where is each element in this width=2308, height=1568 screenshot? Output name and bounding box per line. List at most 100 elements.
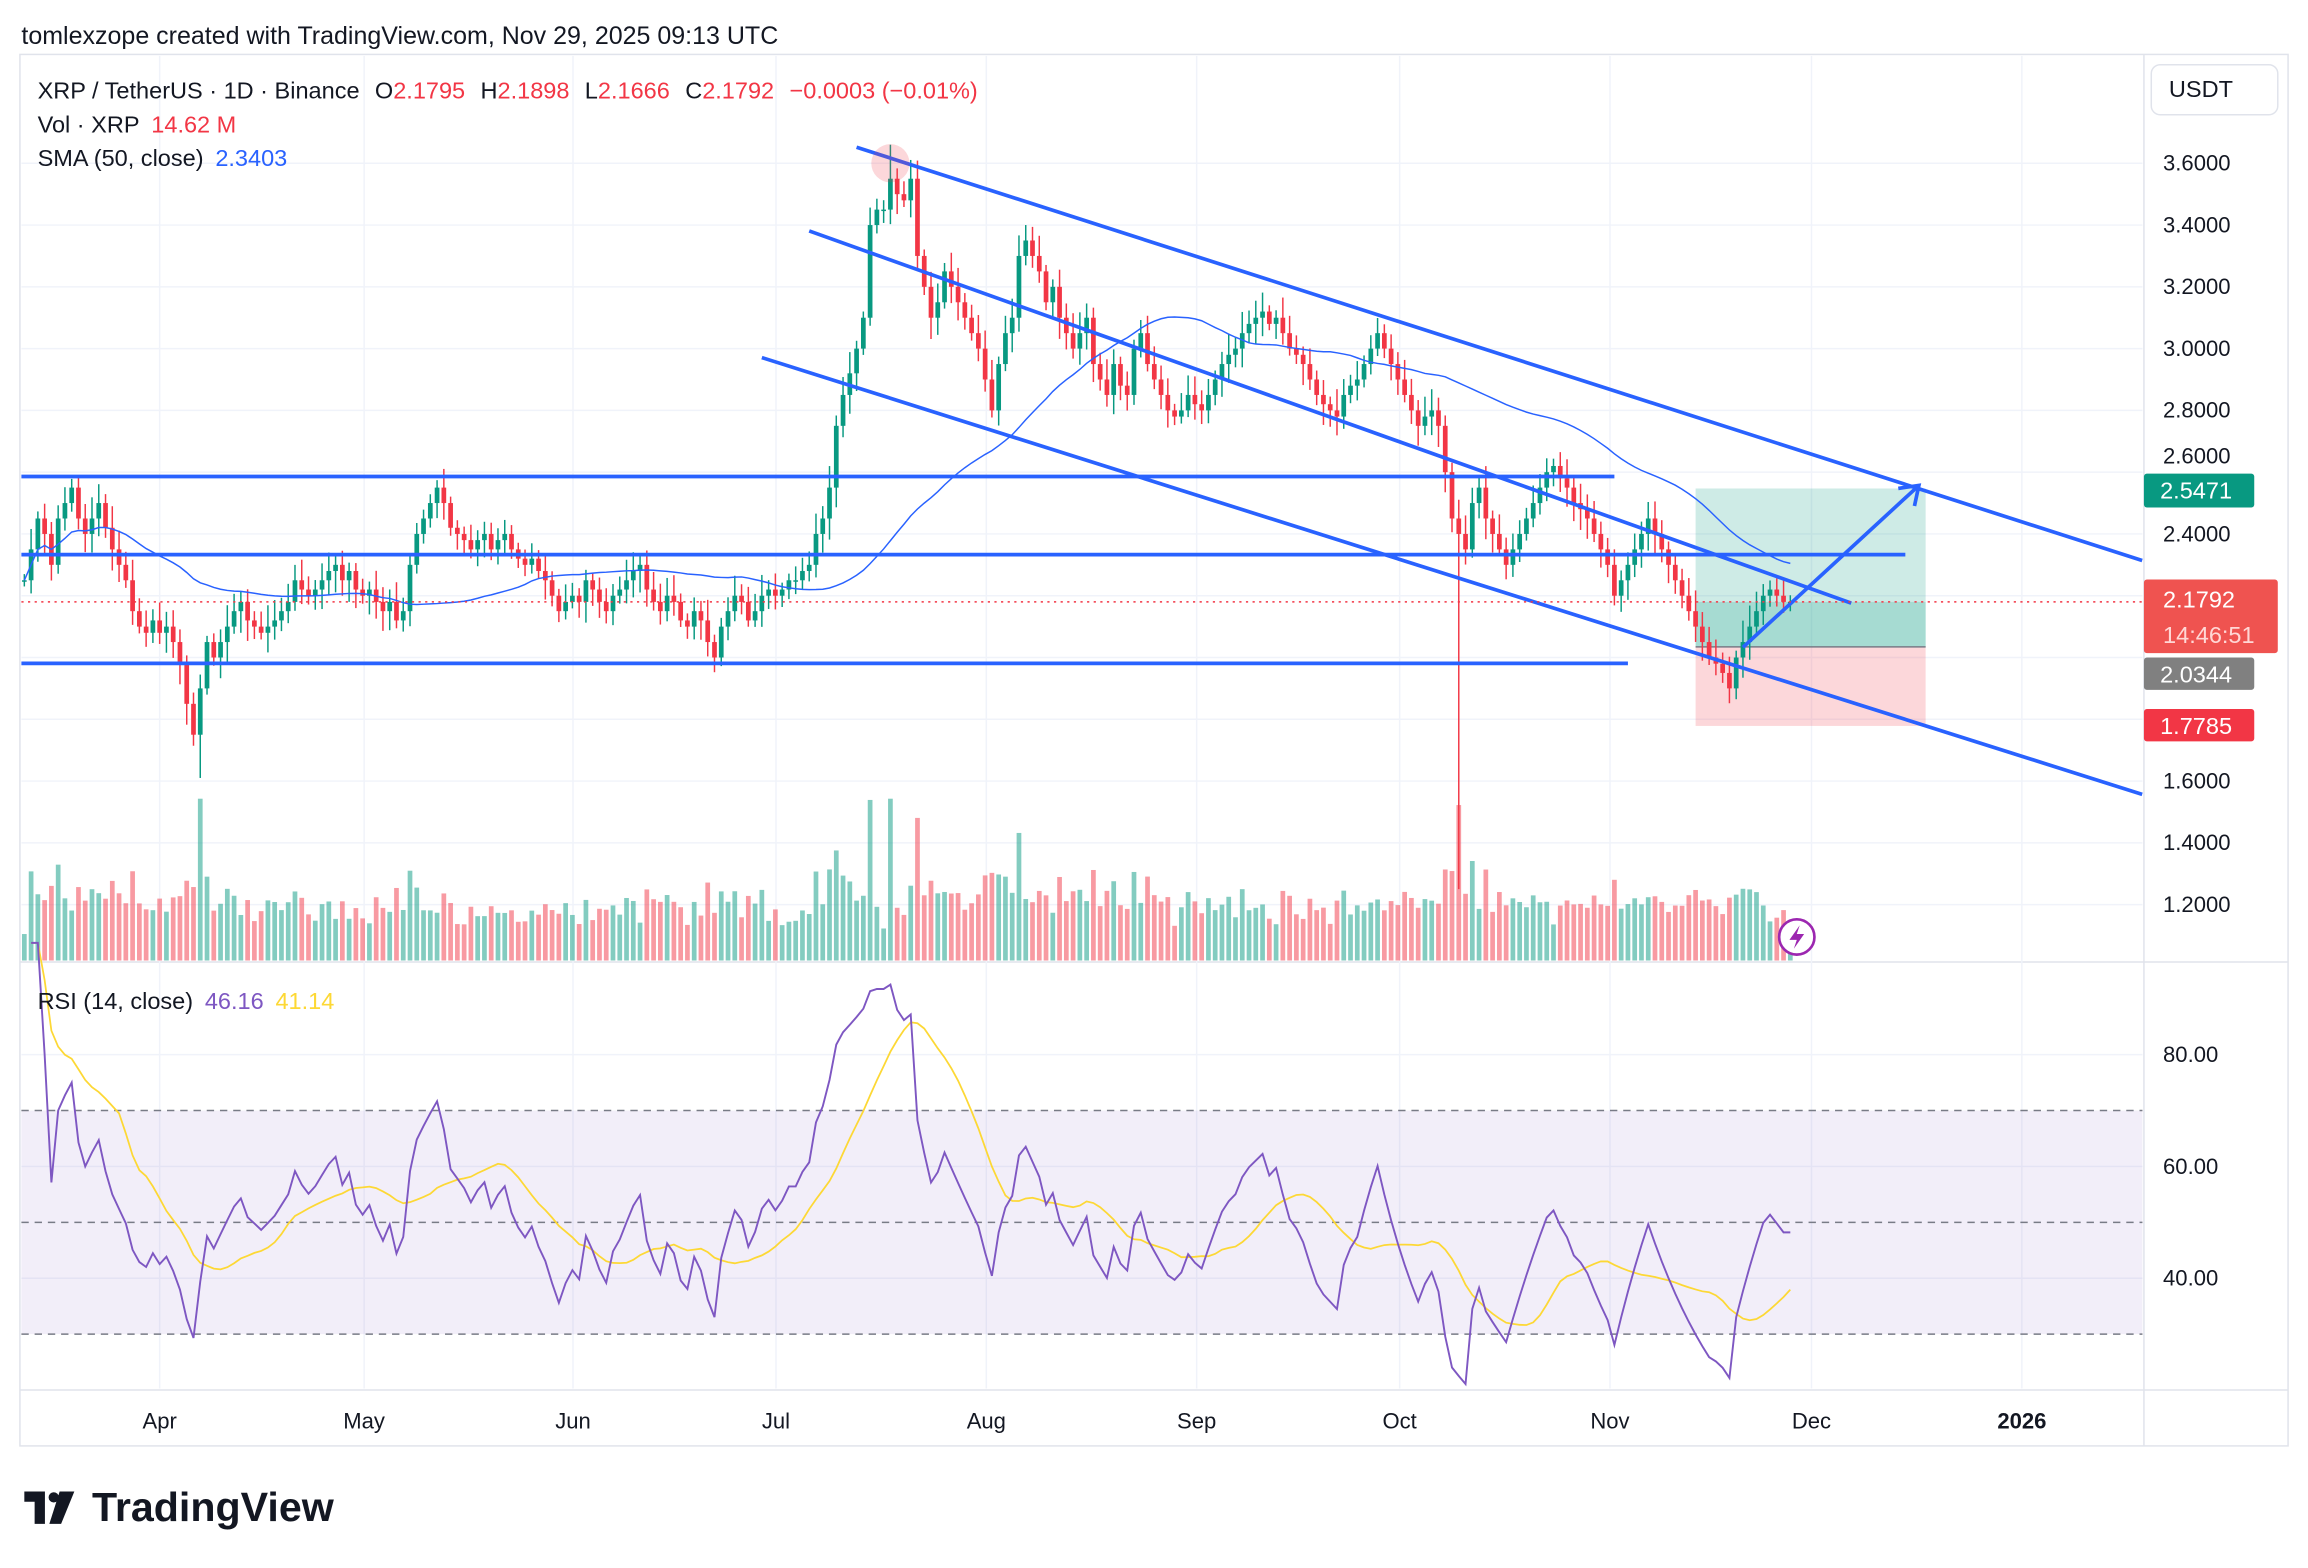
volume-bar <box>1571 904 1577 961</box>
volume-bar <box>1266 918 1272 961</box>
lightning-icon[interactable] <box>1777 918 1816 956</box>
volume-bar <box>1612 879 1617 961</box>
volume-bar <box>908 885 914 961</box>
volume-bar <box>1179 907 1184 961</box>
volume-bar <box>448 902 453 961</box>
volume-bar <box>1639 904 1644 961</box>
candle-body <box>833 425 839 488</box>
candle-body <box>1327 404 1333 411</box>
candle-body <box>976 333 981 349</box>
candle-body <box>1436 410 1441 426</box>
price-axis[interactable]: 3.6000 3.4000 3.2000 3.0000 2.8000 2.6000 2.40… <box>2163 151 2230 917</box>
candle-body <box>881 209 886 212</box>
candle-body <box>495 540 501 550</box>
volume-bar <box>962 909 968 961</box>
candle-body <box>820 518 826 534</box>
candle-body <box>1151 364 1157 380</box>
candle-body <box>888 178 893 210</box>
volume-bar <box>1314 910 1320 961</box>
candle-body <box>400 611 406 621</box>
rsi-axis[interactable]: 80.00 60.00 40.00 <box>2163 1042 2218 1291</box>
open-pnl-zone <box>1695 601 1926 647</box>
volume-bar <box>874 906 880 961</box>
candle-body <box>62 503 68 519</box>
volume-bar <box>739 917 744 961</box>
candle-body <box>137 611 142 627</box>
candle-body <box>1409 394 1414 411</box>
stop-badge: 1.7785 <box>2143 708 2255 742</box>
candle-body <box>1449 472 1455 519</box>
candle-body <box>1781 595 1786 602</box>
candle-body <box>1239 333 1245 349</box>
candle-body <box>434 487 440 504</box>
volume-bar <box>455 924 460 961</box>
candle-body <box>170 626 176 643</box>
candle-body <box>536 558 541 572</box>
candle-body <box>1727 672 1732 689</box>
symbol-name[interactable]: XRP / TetherUS · 1D · Binance <box>38 78 360 104</box>
volume-bar <box>1490 911 1495 961</box>
candle-body <box>989 379 995 411</box>
candle-body <box>455 527 460 534</box>
candle-body <box>630 571 636 581</box>
volume-bar <box>1280 890 1286 961</box>
candle-body <box>1720 663 1726 673</box>
volume-bar <box>1415 907 1421 961</box>
rsi-tick-label: 40.00 <box>2163 1266 2218 1291</box>
volume-bar <box>326 901 332 961</box>
candle-body <box>461 533 467 541</box>
volume-bar <box>860 895 866 961</box>
candle-body <box>1551 465 1556 473</box>
candle-body <box>1429 410 1435 417</box>
volume-bar <box>1361 910 1367 961</box>
candle-body <box>157 620 163 633</box>
candle-body <box>150 620 156 633</box>
candle-body <box>1300 354 1306 365</box>
time-tick-label: Aug <box>967 1408 1006 1433</box>
candle-body <box>1618 580 1624 596</box>
candle-body <box>1307 364 1313 380</box>
volume-bar <box>333 918 338 961</box>
volume-bar <box>89 889 95 961</box>
tradingview-logo[interactable]: TradingView <box>24 1484 335 1530</box>
candle-body <box>570 595 575 602</box>
candle-body <box>109 527 115 550</box>
volume-bar <box>150 910 156 961</box>
channel-trendline <box>856 145 2143 563</box>
volume-bar <box>630 900 636 961</box>
volume-bar <box>867 799 873 961</box>
volume-bar <box>1605 905 1610 961</box>
candle-body <box>1571 487 1577 504</box>
time-axis[interactable]: Apr May Jun Jul Aug Sep Oct Nov Dec 2026 <box>143 1408 2047 1433</box>
volume-bar <box>1253 907 1259 961</box>
trendline-drawings[interactable] <box>21 144 2143 797</box>
candle-body <box>1740 642 1746 658</box>
volume-bar <box>109 880 115 961</box>
candle-body <box>962 302 968 318</box>
currency-button[interactable] <box>2150 63 2279 116</box>
volume-bar <box>1009 892 1015 961</box>
candle-body <box>1530 503 1536 519</box>
volume-bar <box>536 914 541 961</box>
volume-bar <box>1693 889 1698 961</box>
volume-bar <box>617 914 623 961</box>
volume-bar <box>1111 881 1117 961</box>
volume-bar <box>1591 895 1597 961</box>
volume-bar <box>1463 893 1468 961</box>
volume-bar <box>245 900 250 961</box>
candle-body <box>238 601 244 612</box>
volume-bar <box>1578 903 1583 961</box>
volume-bar <box>1097 906 1103 961</box>
volume-bar <box>590 920 596 961</box>
time-tick-label: Dec <box>1792 1408 1831 1433</box>
volume-bar <box>285 902 291 961</box>
last-price-badge: 2.1792 14:46:51 <box>2143 579 2278 654</box>
candle-body <box>739 595 744 602</box>
candle-body <box>529 558 535 565</box>
candle-body <box>1111 364 1117 395</box>
volume-bar <box>224 888 230 961</box>
candle-body <box>1287 333 1292 349</box>
candle-body <box>1544 472 1550 488</box>
candle-body <box>698 611 704 621</box>
